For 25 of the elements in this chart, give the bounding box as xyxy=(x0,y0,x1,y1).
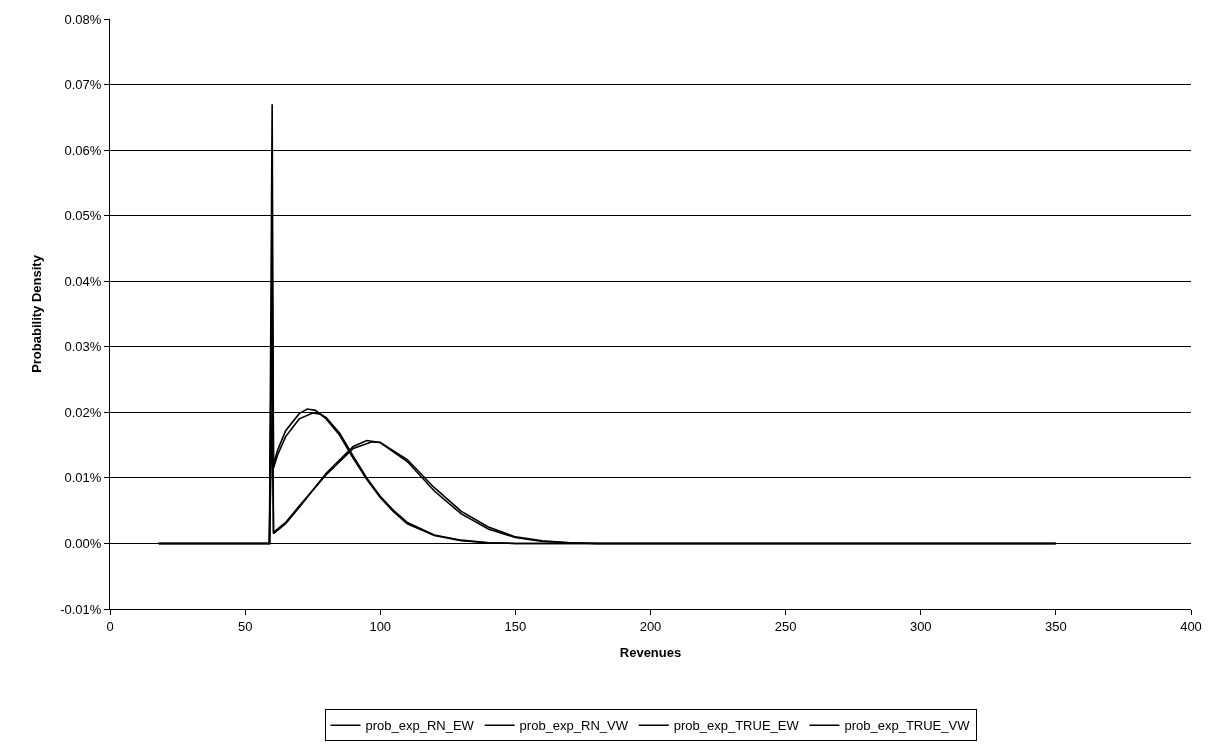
y-tick-label: 0.00% xyxy=(64,535,102,551)
y-tick-label: 0.02% xyxy=(64,404,102,420)
legend-label: prob_exp_RN_VW xyxy=(519,718,629,734)
x-tick-label: 200 xyxy=(639,618,662,634)
x-tick-label: 250 xyxy=(774,618,797,634)
x-tick-label: 300 xyxy=(909,618,932,634)
y-tick-label: 0.04% xyxy=(64,273,102,289)
y-tick-label: 0.05% xyxy=(64,208,102,224)
legend-label: prob_exp_TRUE_VW xyxy=(844,718,971,734)
x-tick-label: 400 xyxy=(1180,618,1202,634)
y-tick-label: 0.06% xyxy=(64,142,102,158)
y-tick-label: 0.07% xyxy=(64,77,102,93)
x-tick-label: 350 xyxy=(1045,618,1067,634)
x-tick-label: 50 xyxy=(237,618,253,634)
y-tick-label: 0.01% xyxy=(64,470,102,486)
y-tick-label: -0.01% xyxy=(60,601,102,617)
legend-label: prob_exp_TRUE_EW xyxy=(673,718,800,734)
x-tick-label: 100 xyxy=(369,618,392,634)
x-tick-label: 150 xyxy=(504,618,527,634)
y-tick-label: 0.03% xyxy=(64,339,102,355)
legend-label: prob_exp_RN_EW xyxy=(365,718,475,734)
y-tick-label: 0.08% xyxy=(64,11,102,27)
x-tick-label: 0 xyxy=(106,618,114,634)
x-axis-title: Revenues xyxy=(619,645,682,661)
y-axis-title: Probability Density xyxy=(29,254,45,373)
